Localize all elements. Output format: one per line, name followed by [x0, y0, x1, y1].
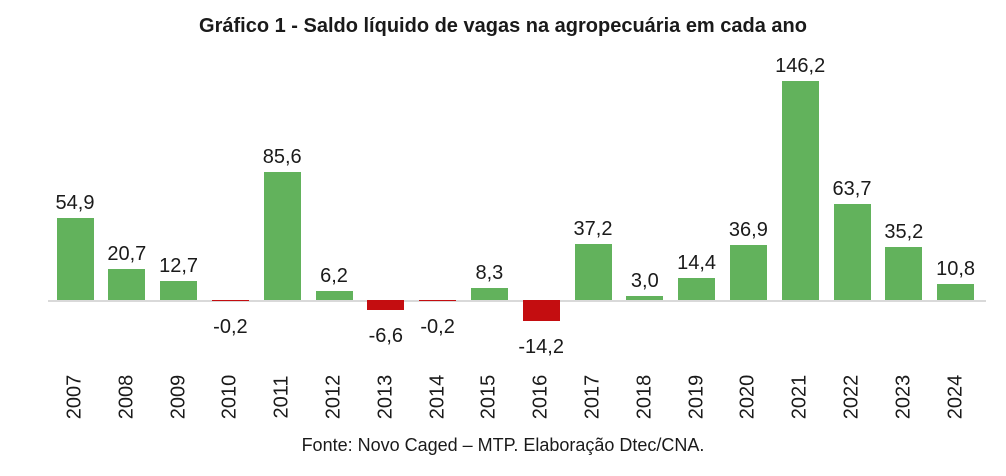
x-axis-label-2021: 2021 — [788, 374, 811, 420]
x-axis-label-2010: 2010 — [218, 374, 241, 420]
chart-title: Gráfico 1 - Saldo líquido de vagas na ag… — [199, 15, 807, 37]
value-label-2024: 10,8 — [936, 257, 976, 280]
bar-2021 — [781, 80, 819, 300]
value-label-2017: 37,2 — [573, 218, 613, 241]
x-axis-label-2018: 2018 — [633, 374, 656, 420]
bar-2017 — [574, 244, 612, 300]
bar-2009 — [160, 280, 198, 300]
x-axis-label-2022: 2022 — [840, 374, 863, 420]
x-axis-label-2017: 2017 — [581, 374, 604, 420]
bar-2018 — [626, 295, 664, 300]
value-label-2007: 54,9 — [55, 191, 95, 214]
bar-2019 — [678, 278, 716, 300]
x-axis-label-2024: 2024 — [944, 374, 967, 420]
bar-2024 — [937, 283, 975, 300]
x-axis-label-2011: 2011 — [270, 375, 293, 419]
bar-2022 — [833, 204, 871, 300]
bar-2007 — [56, 217, 94, 300]
x-axis-label-2016: 2016 — [529, 374, 552, 420]
bar-2016 — [522, 300, 560, 322]
x-axis-label-2009: 2009 — [167, 374, 190, 420]
x-axis-label-2015: 2015 — [477, 374, 500, 420]
value-label-2008: 20,7 — [107, 242, 147, 265]
x-axis-label-2007: 2007 — [63, 374, 86, 420]
x-axis-label-2023: 2023 — [892, 374, 915, 420]
bar-2015 — [470, 287, 508, 300]
bar-2023 — [885, 247, 923, 300]
value-label-2015: 8,3 — [475, 261, 504, 284]
value-label-2012: 6,2 — [320, 264, 348, 287]
value-label-2019: 14,4 — [677, 252, 717, 275]
value-label-2023: 35,2 — [884, 221, 924, 244]
x-axis-label-2012: 2012 — [322, 374, 345, 420]
x-axis-label-2019: 2019 — [685, 374, 708, 420]
value-label-2013: -6,6 — [368, 324, 404, 347]
value-label-2022: 63,7 — [832, 178, 872, 201]
x-axis-label-2020: 2020 — [736, 374, 759, 420]
bar-2013 — [367, 300, 405, 310]
bar-2011 — [263, 171, 301, 300]
bar-2010 — [211, 300, 249, 301]
bar-2012 — [315, 290, 353, 300]
value-label-2016: -14,2 — [518, 336, 564, 359]
x-axis-label-2013: 2013 — [374, 374, 397, 420]
value-label-2014: -0,2 — [420, 315, 455, 338]
value-label-2021: 146,2 — [775, 54, 826, 77]
bar-2014 — [419, 300, 457, 301]
value-label-2020: 36,9 — [728, 218, 768, 241]
source-note: Fonte: Novo Caged – MTP. Elaboração Dtec… — [301, 435, 705, 455]
x-axis-label-2008: 2008 — [115, 374, 138, 420]
x-axis-label-2014: 2014 — [426, 374, 449, 420]
bar-2020 — [729, 244, 767, 300]
bar-2008 — [108, 268, 146, 300]
value-label-2009: 12,7 — [159, 254, 199, 277]
value-label-2010: -0,2 — [213, 315, 248, 338]
value-label-2011: 85,6 — [262, 145, 302, 168]
x-axis-line — [48, 300, 986, 302]
value-label-2018: 3,0 — [630, 269, 659, 292]
